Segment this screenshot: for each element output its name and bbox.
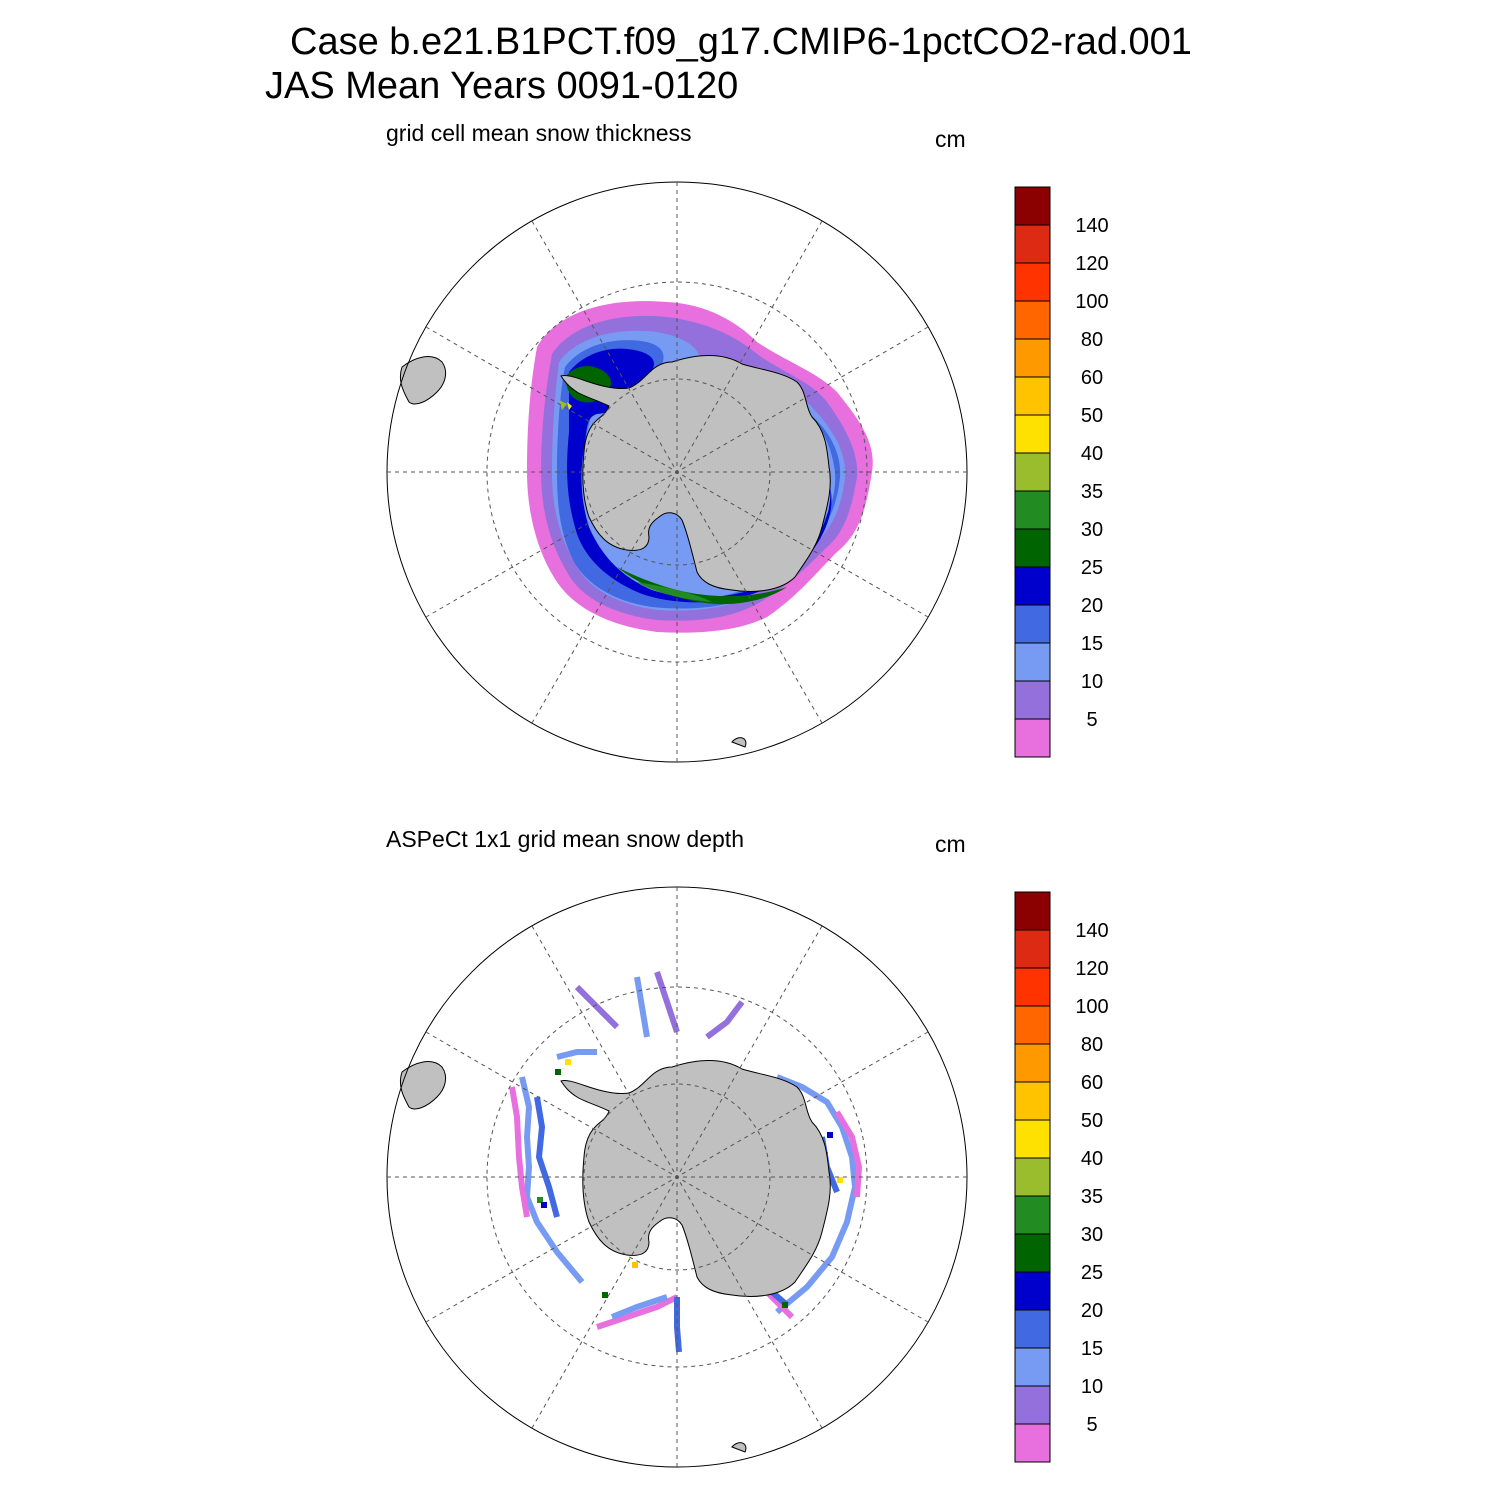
panel2-colorbar-label: 50 xyxy=(1081,1110,1103,1132)
panel2-colorbar-label: 100 xyxy=(1075,996,1108,1018)
panel1-colorbar-swatch xyxy=(1014,262,1051,302)
panel2-colorbar-swatch xyxy=(1014,1195,1051,1235)
panel2-title: ASPeCt 1x1 grid mean snow depth xyxy=(386,826,744,852)
panel1-colorbar-label: 35 xyxy=(1081,481,1103,503)
panel1-colorbar-label: 15 xyxy=(1081,633,1103,655)
panel2-colorbar-swatch xyxy=(1014,1119,1051,1159)
panel2-colorbar-label: 40 xyxy=(1081,1148,1103,1170)
panel1-colorbar-swatch xyxy=(1014,414,1051,454)
panel1-map xyxy=(386,181,968,763)
panel2-colorbar-label: 35 xyxy=(1081,1186,1103,1208)
panel2-colorbar-label: 5 xyxy=(1086,1414,1097,1436)
panel1-colorbar-swatch xyxy=(1014,490,1051,530)
panel1-colorbar-label: 120 xyxy=(1075,253,1108,275)
panel1-colorbar-label: 140 xyxy=(1075,215,1108,237)
panel1-colorbar-swatch xyxy=(1014,338,1051,378)
panel1-colorbar-swatch xyxy=(1014,376,1051,416)
panel1-colorbar-swatch xyxy=(1014,186,1051,226)
panel1-colorbar-label: 80 xyxy=(1081,329,1103,351)
figure-title-line1: Case b.e21.B1PCT.f09_g17.CMIP6-1pctCO2-r… xyxy=(290,21,1192,63)
panel2-colorbar-swatch xyxy=(1014,1347,1051,1387)
panel2-colorbar: 5 10 15 20 25 30 35 40 50 60 80 100 120 140 xyxy=(1014,891,1109,1463)
panel2-colorbar-swatch xyxy=(1014,1081,1051,1121)
panel2-units: cm xyxy=(935,831,966,857)
panel1-title: grid cell mean snow thickness xyxy=(386,120,692,146)
panel2-colorbar-label: 30 xyxy=(1081,1224,1103,1246)
panel2-colorbar-swatch xyxy=(1014,1423,1051,1463)
panel2-colorbar-swatch xyxy=(1014,1005,1051,1045)
panel2-colorbar-label: 140 xyxy=(1075,920,1108,942)
panel1-colorbar-label: 50 xyxy=(1081,405,1103,427)
panel2-colorbar-label: 120 xyxy=(1075,958,1108,980)
panel2-colorbar-label: 15 xyxy=(1081,1338,1103,1360)
panel1-colorbar-label: 100 xyxy=(1075,291,1108,313)
panel1-colorbar-swatch xyxy=(1014,566,1051,606)
panel1-island-landmass xyxy=(731,737,747,748)
panel1-colorbar-label: 5 xyxy=(1086,709,1097,731)
panel2-colorbar-label: 25 xyxy=(1081,1262,1103,1284)
panel2-observation-tracks xyxy=(509,971,863,1353)
panel2-colorbar-label: 80 xyxy=(1081,1034,1103,1056)
panel2-colorbar-swatch xyxy=(1014,967,1051,1007)
panel2-colorbar-swatch xyxy=(1014,1233,1051,1273)
panel2-colorbar-swatch xyxy=(1014,1271,1051,1311)
panel1-colorbar-swatch xyxy=(1014,224,1051,264)
panel1-colorbar-swatch xyxy=(1014,300,1051,340)
panel1-colorbar-swatch xyxy=(1014,642,1051,682)
panel1-colorbar-swatch xyxy=(1014,604,1051,644)
figure-title-line2: JAS Mean Years 0091-0120 xyxy=(265,65,739,107)
panel1-colorbar-label: 10 xyxy=(1081,671,1103,693)
panel1-colorbar-label: 20 xyxy=(1081,595,1103,617)
panel2-colorbar-swatch xyxy=(1014,1043,1051,1083)
panel2-map xyxy=(386,886,968,1468)
panel2-island-landmass xyxy=(731,1442,747,1453)
panel1-colorbar-label: 40 xyxy=(1081,443,1103,465)
panel2-colorbar-swatch xyxy=(1014,929,1051,969)
panel1-units: cm xyxy=(935,126,966,152)
panel1-colorbar-swatch xyxy=(1014,680,1051,720)
panel2-colorbar-label: 20 xyxy=(1081,1300,1103,1322)
panel1-colorbar-label: 30 xyxy=(1081,519,1103,541)
panel2-colorbar-label: 10 xyxy=(1081,1376,1103,1398)
panel1-colorbar: 5 10 15 20 25 30 35 40 50 60 80 100 120 140 xyxy=(1014,186,1109,758)
panel1-colorbar-label: 25 xyxy=(1081,557,1103,579)
panel2-colorbar-label: 60 xyxy=(1081,1072,1103,1094)
panel1-colorbar-swatch xyxy=(1014,528,1051,568)
panel1-colorbar-swatch xyxy=(1014,718,1051,758)
panel1-colorbar-swatch xyxy=(1014,452,1051,492)
panel2-colorbar-swatch xyxy=(1014,1309,1051,1349)
panel2-colorbar-swatch xyxy=(1014,1157,1051,1197)
panel2-colorbar-swatch xyxy=(1014,891,1051,931)
panel1-colorbar-label: 60 xyxy=(1081,367,1103,389)
panel2-colorbar-swatch xyxy=(1014,1385,1051,1425)
